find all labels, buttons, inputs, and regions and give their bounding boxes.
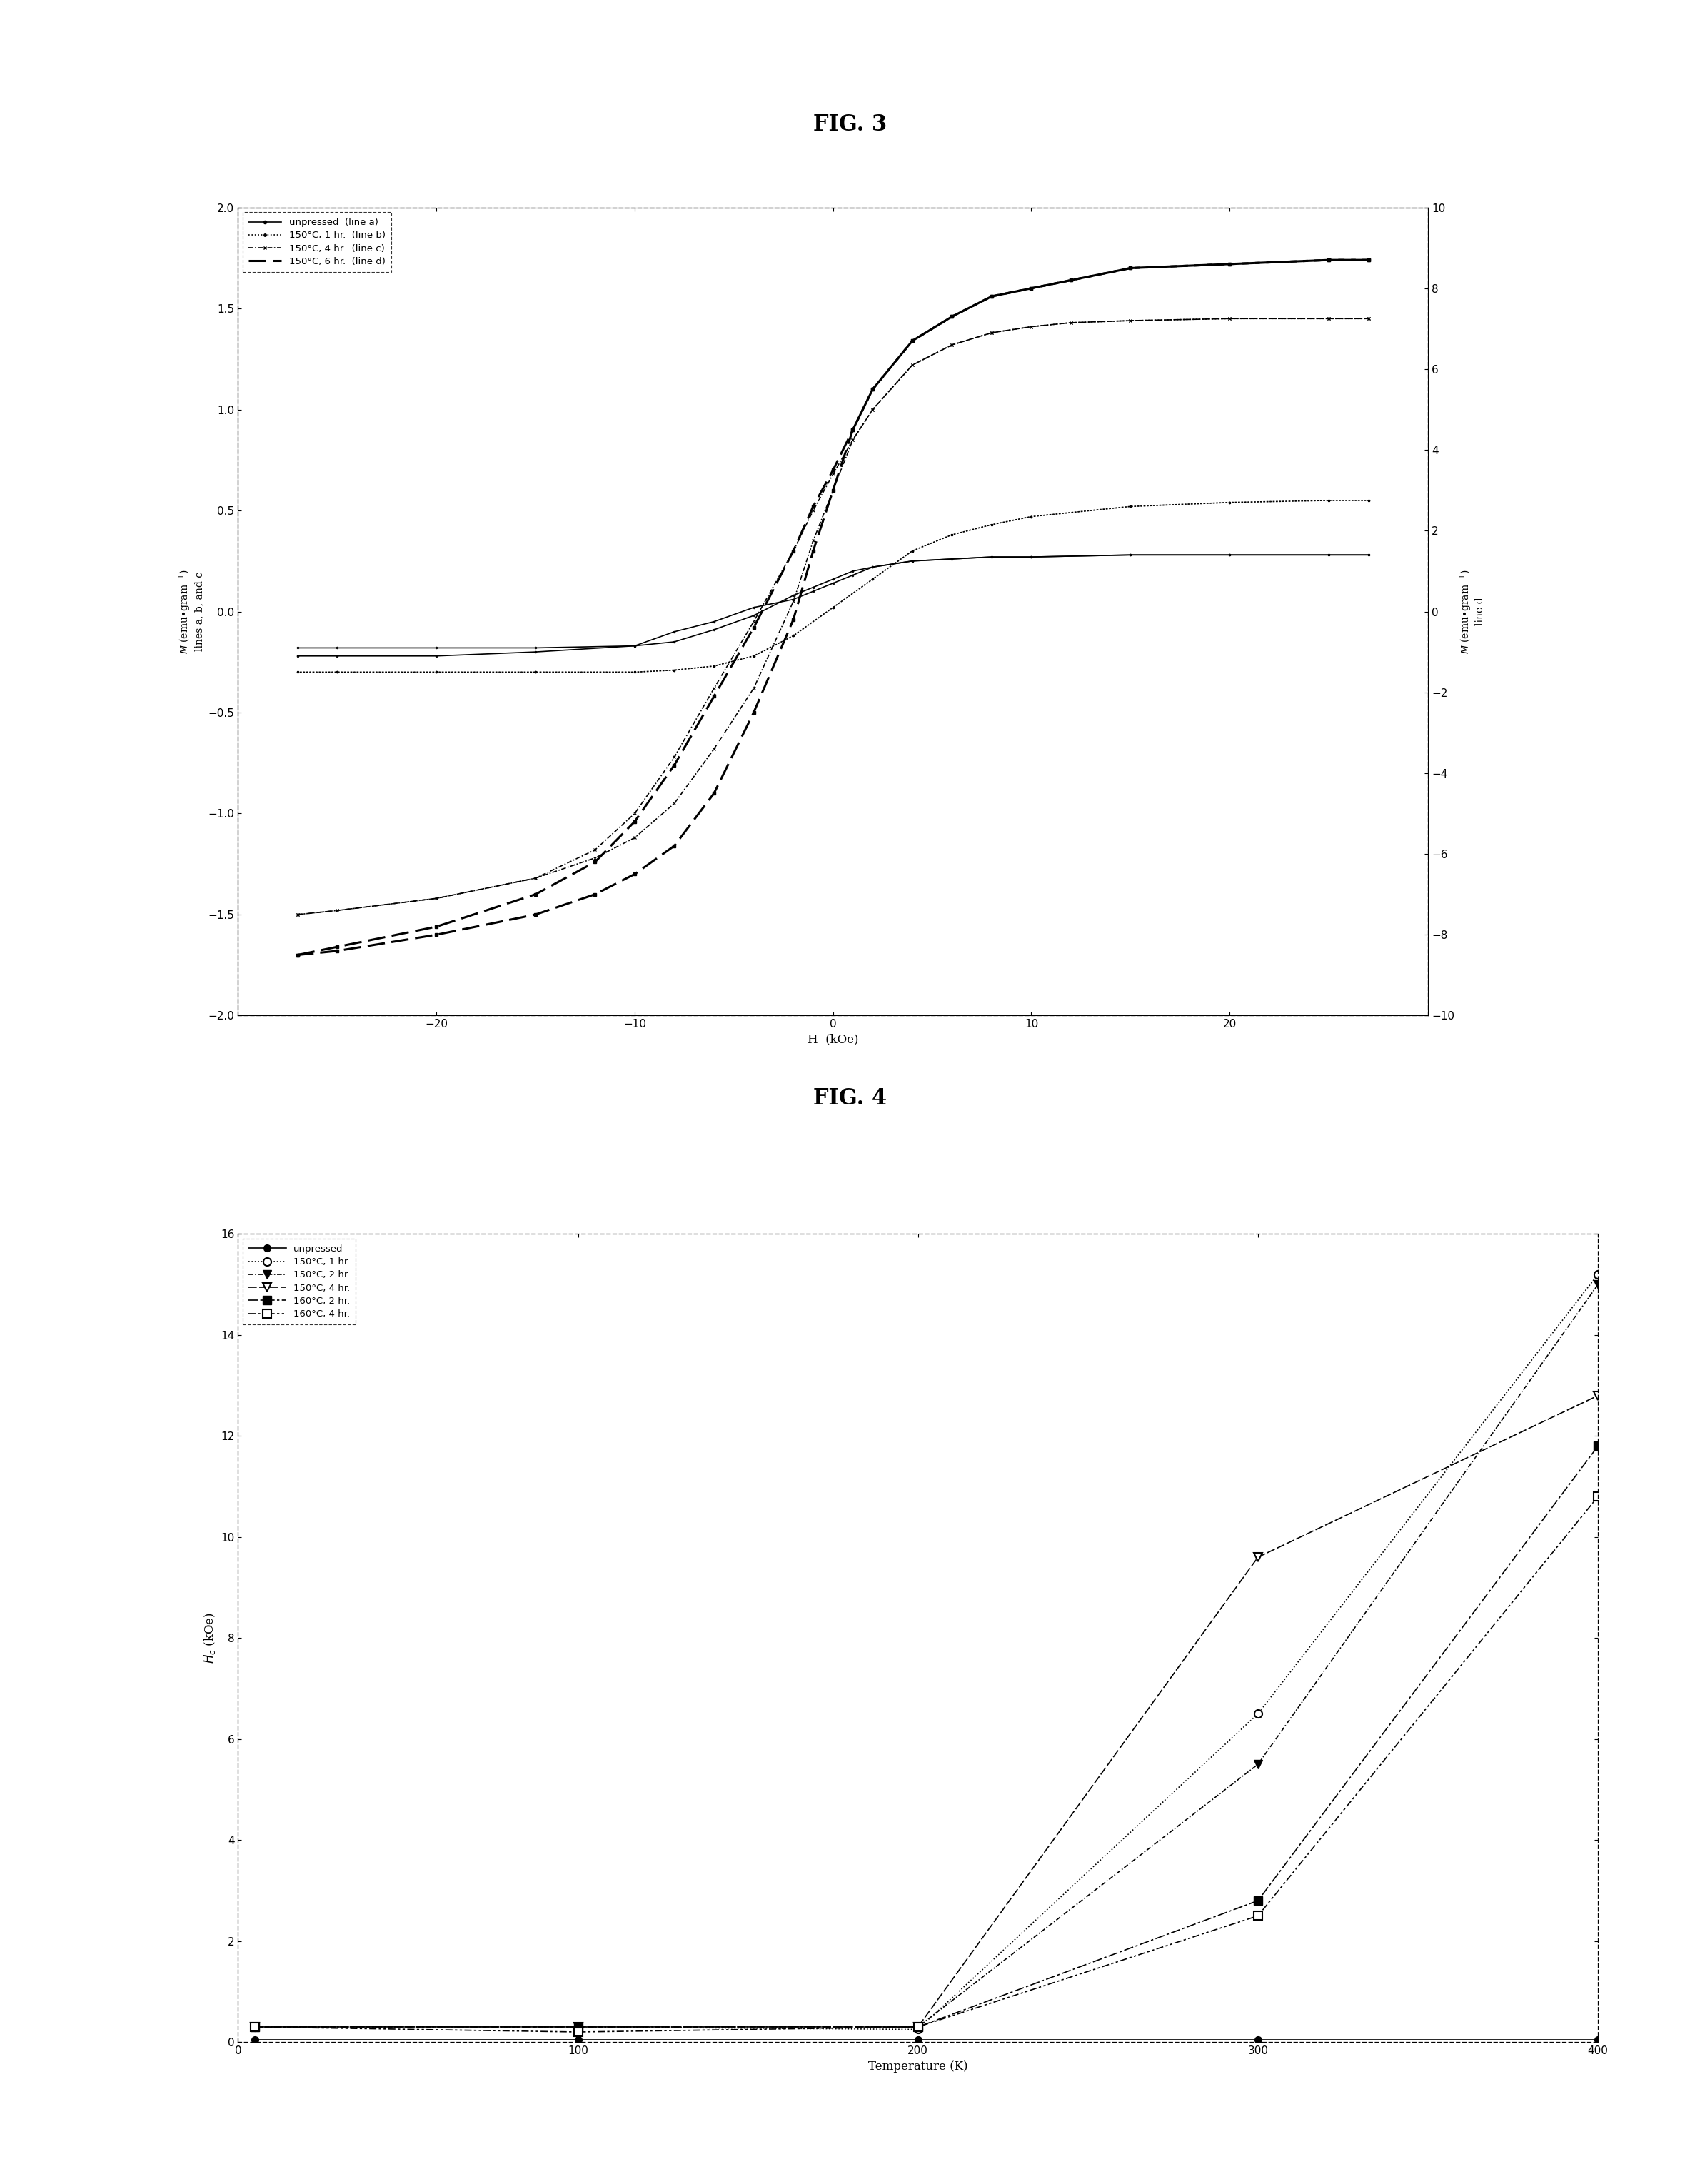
Text: FIG. 3: FIG. 3 (813, 114, 887, 135)
150°C, 1 hr. (1588, 1262, 1608, 1289)
150°C, 2 hr. (1248, 1752, 1268, 1778)
150°C, 2 hr. (908, 2014, 928, 2040)
Y-axis label: $M$ (emu$•$gram$^{-1}$)
lines a, b, and c: $M$ (emu$•$gram$^{-1}$) lines a, b, and … (177, 570, 204, 653)
X-axis label: Temperature (K): Temperature (K) (869, 2060, 967, 2073)
unpressed (568, 2027, 588, 2053)
150°C, 4 hr. (1588, 1382, 1608, 1409)
160°C, 4 hr. (1588, 1483, 1608, 1509)
150°C, 2 hr. (568, 2014, 588, 2040)
Y-axis label: $H_c$ (kOe): $H_c$ (kOe) (202, 1612, 216, 1664)
160°C, 4 hr. (908, 2014, 928, 2040)
Line: 160°C, 2 hr.: 160°C, 2 hr. (252, 1441, 1601, 2031)
160°C, 2 hr. (908, 2014, 928, 2040)
150°C, 2 hr. (1588, 1271, 1608, 1297)
Line: 160°C, 4 hr.: 160°C, 4 hr. (252, 1492, 1601, 2035)
Legend: unpressed, 150°C, 1 hr., 150°C, 2 hr., 150°C, 4 hr., 160°C, 2 hr., 160°C, 4 hr.: unpressed, 150°C, 1 hr., 150°C, 2 hr., 1… (243, 1238, 355, 1324)
150°C, 1 hr. (568, 2014, 588, 2040)
unpressed (908, 2027, 928, 2053)
150°C, 4 hr. (1248, 1544, 1268, 1570)
150°C, 4 hr. (908, 2014, 928, 2040)
160°C, 2 hr. (1588, 1433, 1608, 1459)
160°C, 2 hr. (568, 2014, 588, 2040)
Line: unpressed: unpressed (252, 2035, 1601, 2042)
160°C, 4 hr. (245, 2014, 265, 2040)
160°C, 4 hr. (568, 2018, 588, 2044)
Legend: unpressed  (line a), 150°C, 1 hr.  (line b), 150°C, 4 hr.  (line c), 150°C, 6 hr: unpressed (line a), 150°C, 1 hr. (line b… (243, 212, 391, 273)
150°C, 1 hr. (1248, 1701, 1268, 1728)
unpressed (1588, 2027, 1608, 2053)
Text: FIG. 4: FIG. 4 (813, 1088, 887, 1109)
unpressed (245, 2027, 265, 2053)
Line: 150°C, 4 hr.: 150°C, 4 hr. (250, 1391, 1603, 2031)
150°C, 2 hr. (245, 2014, 265, 2040)
Line: 150°C, 2 hr.: 150°C, 2 hr. (252, 1280, 1601, 2031)
160°C, 2 hr. (245, 2014, 265, 2040)
Line: 150°C, 1 hr.: 150°C, 1 hr. (252, 1271, 1601, 2033)
unpressed (1248, 2027, 1268, 2053)
Y-axis label: $M$ (emu$•$gram$^{-1}$)
line d: $M$ (emu$•$gram$^{-1}$) line d (1459, 570, 1486, 653)
150°C, 4 hr. (245, 2014, 265, 2040)
150°C, 4 hr. (568, 2014, 588, 2040)
X-axis label: H  (kOe): H (kOe) (807, 1033, 858, 1046)
160°C, 2 hr. (1248, 1887, 1268, 1913)
160°C, 4 hr. (1248, 1902, 1268, 1928)
150°C, 1 hr. (908, 2016, 928, 2042)
150°C, 1 hr. (245, 2014, 265, 2040)
